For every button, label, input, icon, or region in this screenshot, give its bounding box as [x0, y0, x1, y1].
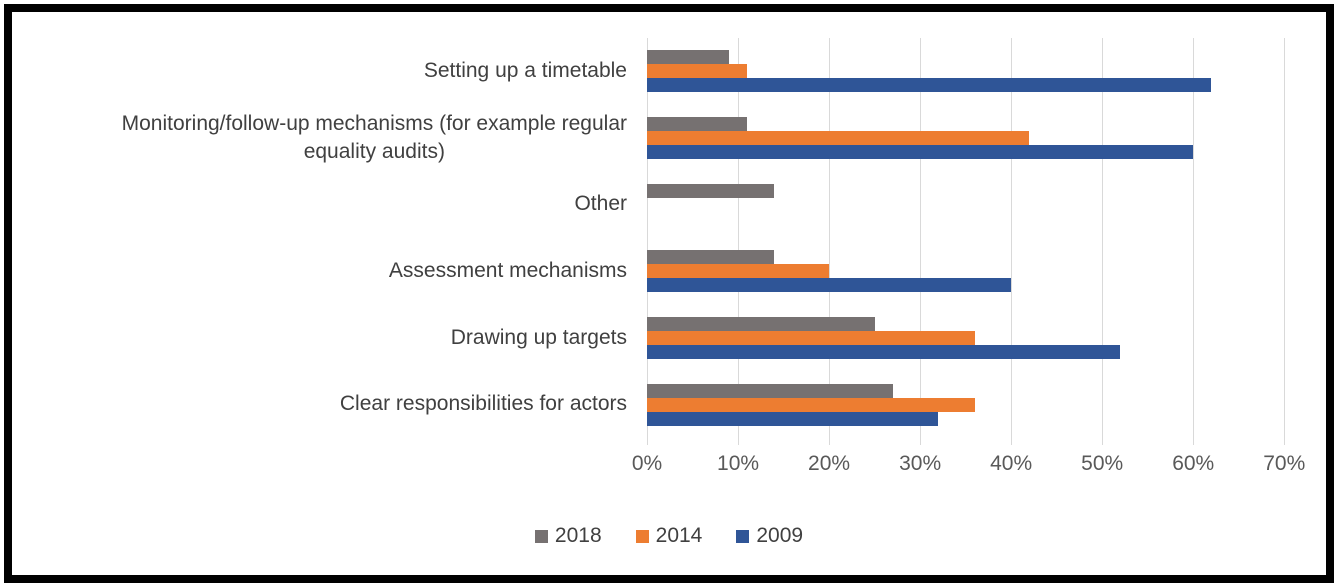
bar-2018-setting-up-a-timetable: [647, 50, 729, 65]
tickmark-40: [1011, 438, 1013, 445]
bar-stack-drawing-up-targets: [647, 316, 1287, 359]
bar-2018-assessment-mechanisms: [647, 250, 775, 265]
legend-swatch-2009: [736, 529, 750, 543]
legend-swatch-2018: [534, 529, 548, 543]
bar-group-assessment-mechanisms: [647, 238, 1287, 305]
bar-2009-assessment-mechanisms: [647, 278, 1012, 293]
category-label-setting-up-a-timetable: Setting up a timetable: [423, 59, 627, 83]
category-row-assessment-mechanisms: Assessment mechanisms: [20, 238, 627, 305]
category-label-clear-responsibilities-for-actors: Clear responsibilities for actors: [339, 392, 627, 416]
category-label-drawing-up-targets: Drawing up targets: [450, 325, 627, 349]
bar-2014-clear-responsibilities-for-actors: [647, 397, 975, 412]
bar-stack-monitoring-follow-up-mechanisms-for-exam: [647, 116, 1287, 159]
gridline-0: [647, 38, 648, 438]
legend-label-2018: 2018: [554, 524, 602, 547]
tickmark-60: [1193, 438, 1195, 445]
bar-2014-monitoring-follow-up-mechanisms-for-exam: [647, 130, 1030, 145]
gridline-20: [829, 38, 831, 438]
legend-label-2014: 2014: [655, 524, 703, 547]
category-row-other: Other: [20, 171, 627, 238]
bar-group-monitoring-follow-up-mechanisms-for-exam: [647, 105, 1287, 172]
gridline-30: [920, 38, 922, 438]
category-row-clear-responsibilities-for-actors: Clear responsibilities for actors: [20, 371, 627, 438]
x-tick-label-60: 60%: [1172, 452, 1215, 475]
bar-2014-assessment-mechanisms: [647, 264, 830, 279]
tickmark-50: [1102, 438, 1104, 445]
bar-group-clear-responsibilities-for-actors: [647, 371, 1287, 438]
bar-stack-setting-up-a-timetable: [647, 50, 1287, 93]
legend-item-2014: 2014: [635, 524, 703, 548]
bar-stack-assessment-mechanisms: [647, 250, 1287, 293]
gridline-40: [1011, 38, 1013, 438]
gridline-70: [1284, 38, 1286, 438]
category-row-monitoring-follow-up-mechanisms-for-exam: Monitoring/follow-up mechanisms (for exa…: [20, 105, 627, 172]
tickmark-70: [1284, 438, 1286, 445]
legend: 2018 2014 2009: [0, 518, 1338, 554]
bar-2014-setting-up-a-timetable: [647, 64, 748, 79]
bar-group-setting-up-a-timetable: [647, 38, 1287, 105]
x-tick-label-0: 0%: [631, 452, 663, 475]
bar-2018-clear-responsibilities-for-actors: [647, 383, 893, 398]
gridline-10: [738, 38, 740, 438]
category-label-monitoring-follow-up-mechanisms-for-exam: Monitoring/follow-up mechanisms (for exa…: [121, 111, 627, 163]
plot-area: [647, 38, 1287, 438]
legend-item-2009: 2009: [736, 524, 803, 548]
x-tick-label-40: 40%: [990, 452, 1033, 475]
bar-2014-drawing-up-targets: [647, 330, 975, 345]
chart-frame: [4, 4, 1334, 583]
x-tick-label-20: 20%: [808, 452, 851, 475]
x-tick-label-10: 10%: [717, 452, 760, 475]
bar-2018-drawing-up-targets: [647, 316, 875, 331]
bar-group-drawing-up-targets: [647, 305, 1287, 372]
bar-2009-monitoring-follow-up-mechanisms-for-exam: [647, 144, 1194, 159]
x-tick-label-70: 70%: [1263, 452, 1306, 475]
tickmark-30: [920, 438, 922, 445]
bar-2009-drawing-up-targets: [647, 344, 1121, 359]
bar-group-other: [647, 171, 1287, 238]
legend-label-2009: 2009: [756, 524, 804, 547]
bar-stack-other: [647, 183, 1287, 226]
gridline-50: [1102, 38, 1104, 438]
x-tick-label-30: 30%: [899, 452, 942, 475]
category-axis: Setting up a timetable Monitoring/follow-…: [20, 38, 627, 438]
bar-stack-clear-responsibilities-for-actors: [647, 383, 1287, 426]
category-label-other: Other: [574, 192, 627, 216]
category-row-drawing-up-targets: Drawing up targets: [20, 305, 627, 372]
legend-item-2018: 2018: [534, 524, 602, 548]
gridline-60: [1193, 38, 1195, 438]
bar-2009-clear-responsibilities-for-actors: [647, 411, 939, 426]
tickmark-10: [738, 438, 740, 445]
bar-2009-setting-up-a-timetable: [647, 78, 1212, 93]
legend-swatch-2014: [635, 529, 649, 543]
tickmark-20: [829, 438, 831, 445]
x-axis-tickmarks: [647, 438, 1287, 446]
category-row-setting-up-a-timetable: Setting up a timetable: [20, 38, 627, 105]
tickmark-0: [647, 438, 648, 445]
category-label-assessment-mechanisms: Assessment mechanisms: [388, 259, 627, 283]
x-axis-labels: 0% 10% 20% 30% 40% 50% 60% 70%: [632, 452, 1305, 480]
bar-2018-other: [647, 183, 775, 198]
x-tick-label-50: 50%: [1081, 452, 1124, 475]
bar-2018-monitoring-follow-up-mechanisms-for-exam: [647, 116, 748, 131]
